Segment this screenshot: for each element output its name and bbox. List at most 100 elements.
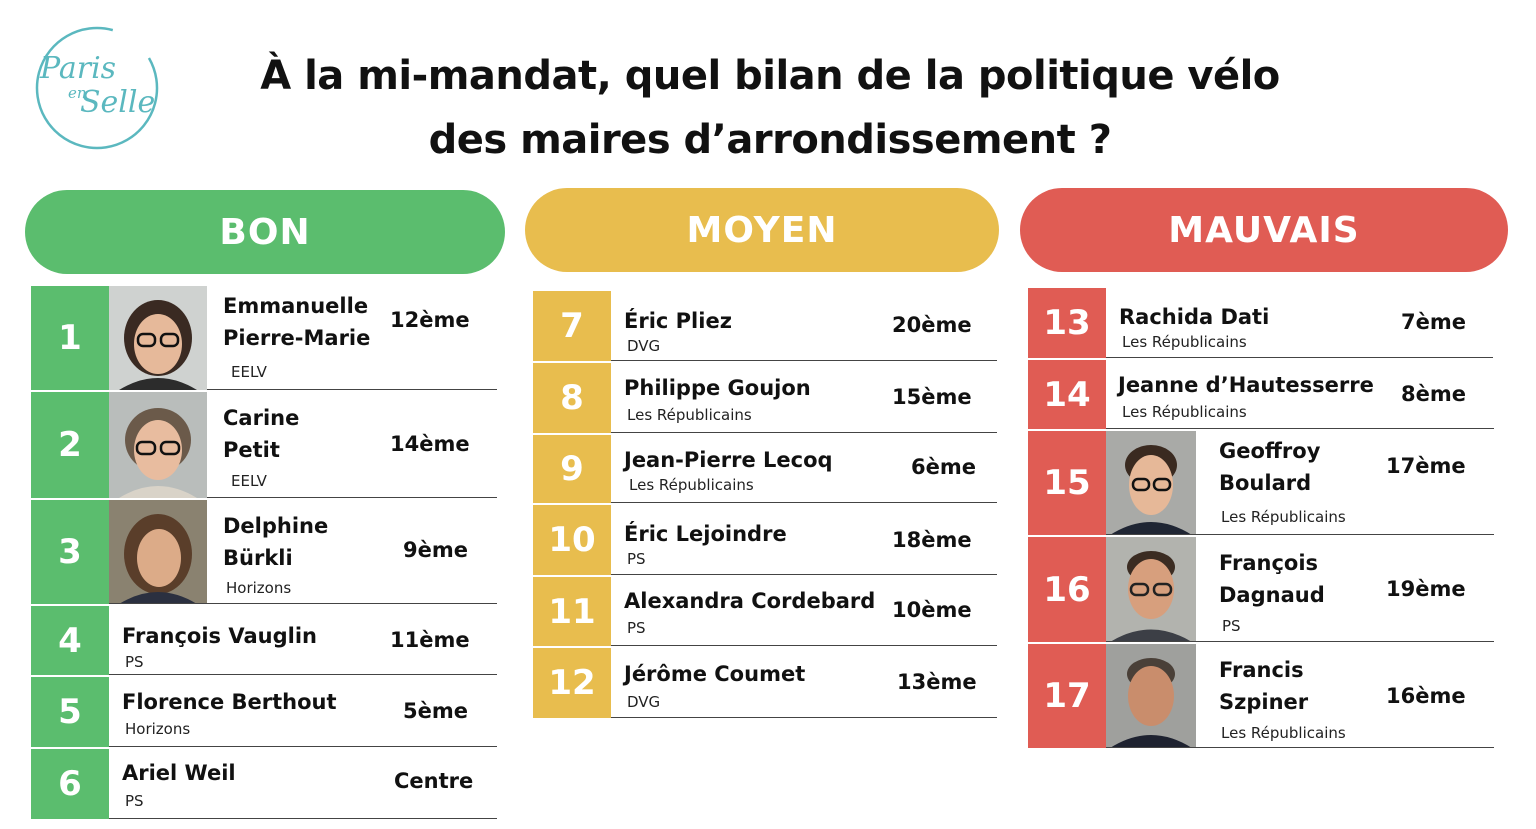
mayor-name: Ariel Weil xyxy=(122,761,236,785)
arrondissement: 10ème xyxy=(892,598,972,622)
rank-number: 4 xyxy=(31,606,109,675)
rank-number: 10 xyxy=(533,505,611,575)
row-divider xyxy=(109,745,497,747)
mayor-name-line-1: François xyxy=(1219,551,1319,575)
title-line-1: À la mi-mandat, quel bilan de la politiq… xyxy=(260,53,1280,99)
row-divider xyxy=(1106,533,1494,535)
mayor-name-line-1: Delphine xyxy=(223,514,329,538)
mayor-name: Jérôme Coumet xyxy=(624,662,806,686)
mayor-party: Horizons xyxy=(226,579,292,597)
mayor-row: 11 Alexandra Cordebard PS 10ème xyxy=(533,577,997,646)
mayor-name: François Dagnaud xyxy=(1219,547,1325,611)
row-divider xyxy=(109,673,497,675)
mayor-party: Les Républicains xyxy=(627,406,752,424)
mayor-row: 4 François Vauglin PS 11ème xyxy=(31,606,497,675)
mayor-name: Carine Petit xyxy=(223,402,299,466)
mayor-party: DVG xyxy=(627,337,661,355)
row-divider xyxy=(109,602,497,604)
mayor-party: Les Républicains xyxy=(1122,403,1247,421)
mayor-name: Éric Pliez xyxy=(624,309,732,333)
row-divider xyxy=(611,644,997,646)
rank-number: 6 xyxy=(31,749,109,819)
mayor-party: PS xyxy=(125,792,144,810)
row-divider xyxy=(207,388,497,390)
woman-glasses-portrait xyxy=(109,392,207,498)
mayor-party: Les Républicains xyxy=(1221,724,1346,742)
mayor-row: 1 Emmanuelle Pierre-Marie EELV 12ème xyxy=(31,286,497,390)
mayor-name: François Vauglin xyxy=(122,624,317,648)
rank-number: 9 xyxy=(533,435,611,503)
mayor-name: Philippe Goujon xyxy=(624,376,811,400)
mayor-party: Les Républicains xyxy=(1221,508,1346,526)
mayor-name: Alexandra Cordebard xyxy=(624,589,876,613)
arrondissement: 5ème xyxy=(403,699,468,723)
mayor-name-line-1: Emmanuelle xyxy=(223,294,369,318)
rank-number: 15 xyxy=(1028,431,1106,535)
mayor-name-line-2: Bürkli xyxy=(223,546,293,570)
mayor-row: 12 Jérôme Coumet DVG 13ème xyxy=(533,648,997,718)
arrondissement: 14ème xyxy=(390,432,470,456)
mayor-name-line-2: Dagnaud xyxy=(1219,583,1325,607)
category-moyen-label: MOYEN xyxy=(686,209,838,251)
arrondissement: 19ème xyxy=(1386,577,1466,601)
mayor-party: Les Républicains xyxy=(629,476,754,494)
category-bon-label: BON xyxy=(219,211,311,253)
row-divider xyxy=(611,716,997,718)
mayor-party: PS xyxy=(125,653,144,671)
arrondissement: 12ème xyxy=(390,308,470,332)
mayor-name-line-2: Boulard xyxy=(1219,471,1312,495)
arrondissement: 9ème xyxy=(403,538,468,562)
mayor-party: DVG xyxy=(627,693,661,711)
mayor-name: Éric Lejoindre xyxy=(624,522,787,546)
mayor-name: Emmanuelle Pierre-Marie xyxy=(223,290,370,354)
rank-number: 12 xyxy=(533,648,611,718)
rank-number: 11 xyxy=(533,577,611,646)
mayor-row: 17 Francis Szpiner Les Républicains 16èm… xyxy=(1028,644,1494,748)
mayor-party: PS xyxy=(627,619,646,637)
rank-number: 2 xyxy=(31,392,109,498)
arrondissement: 8ème xyxy=(1401,382,1466,406)
rank-number: 14 xyxy=(1028,360,1106,429)
mayor-party: PS xyxy=(627,550,646,568)
mayor-name: Florence Berthout xyxy=(122,690,337,714)
man-glasses-portrait xyxy=(1106,537,1196,642)
mayor-name: Jeanne d’Hautesserre xyxy=(1118,373,1374,397)
mayor-name-line-2: Szpiner xyxy=(1219,690,1309,714)
mayor-row: 3 Delphine Bürkli Horizons 9ème xyxy=(31,500,497,604)
mayor-name-line-1: Carine xyxy=(223,406,300,430)
arrondissement: 18ème xyxy=(892,528,972,552)
row-divider xyxy=(1106,640,1494,642)
row-divider xyxy=(109,817,497,819)
mayor-row: 8 Philippe Goujon Les Républicains 15ème xyxy=(533,363,997,433)
row-divider xyxy=(1106,746,1494,748)
mayor-name: Delphine Bürkli xyxy=(223,510,328,574)
woman-glasses-portrait xyxy=(109,286,207,390)
mayor-party: EELV xyxy=(231,363,267,381)
row-divider xyxy=(611,573,997,575)
paris-en-selle-logo: Paris en Selle xyxy=(30,24,164,152)
rank-number: 3 xyxy=(31,500,109,604)
arrondissement: 16ème xyxy=(1386,684,1466,708)
category-mauvais-label: MAUVAIS xyxy=(1168,209,1360,251)
page-title: À la mi-mandat, quel bilan de la politiq… xyxy=(180,44,1360,172)
row-divider xyxy=(207,496,497,498)
arrondissement: 6ème xyxy=(911,455,976,479)
mayor-row: 6 Ariel Weil PS Centre xyxy=(31,749,497,819)
mayor-row: 13 Rachida Dati Les Républicains 7ème xyxy=(1028,288,1493,358)
mayor-row: 14 Jeanne d’Hautesserre Les Républicains… xyxy=(1028,360,1494,429)
category-moyen-header: MOYEN xyxy=(525,188,999,272)
row-divider xyxy=(611,501,997,503)
mayor-name-line-1: Geoffroy xyxy=(1219,439,1321,463)
rank-number: 8 xyxy=(533,363,611,433)
logo-text-paris: Paris xyxy=(39,51,116,86)
title-line-2: des maires d’arrondissement ? xyxy=(428,117,1112,163)
mayor-name: Geoffroy Boulard xyxy=(1219,435,1320,499)
rank-number: 7 xyxy=(533,291,611,361)
mayor-name-line-2: Petit xyxy=(223,438,280,462)
mayor-name-line-2: Pierre-Marie xyxy=(223,326,371,350)
woman-portrait xyxy=(109,500,207,604)
mayor-name: Rachida Dati xyxy=(1119,305,1270,329)
row-divider xyxy=(611,431,997,433)
mayor-party: PS xyxy=(1222,617,1241,635)
arrondissement: 20ème xyxy=(892,313,972,337)
